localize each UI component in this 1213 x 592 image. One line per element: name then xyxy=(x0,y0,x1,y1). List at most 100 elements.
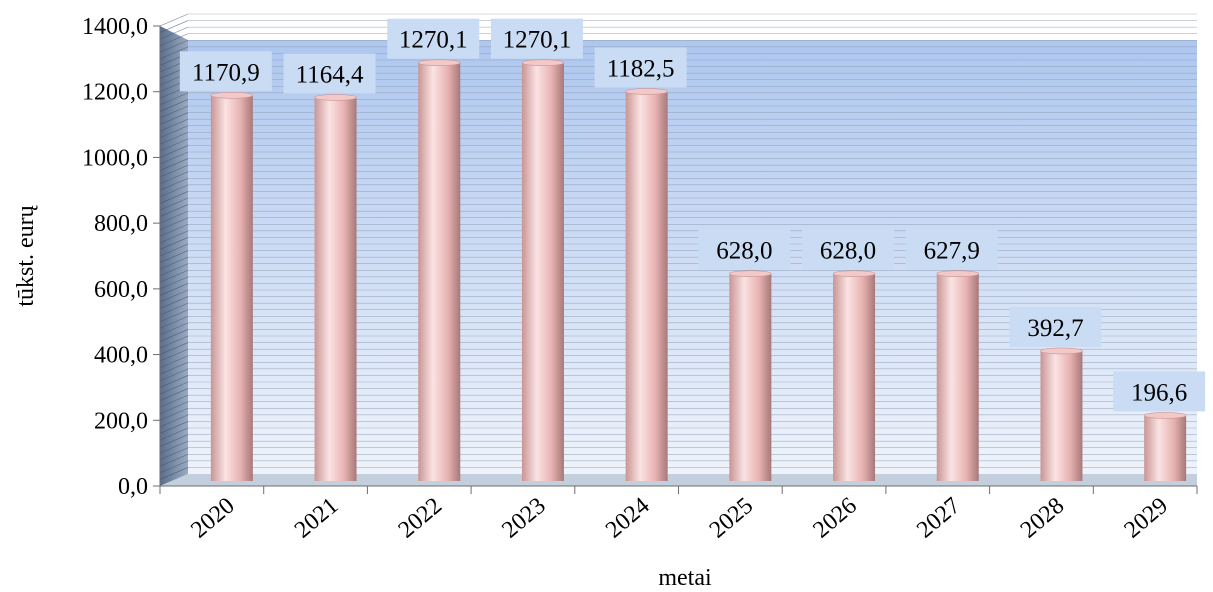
data-label-background xyxy=(283,53,376,94)
data-label: 627,9 xyxy=(905,229,998,270)
data-label: 1170,9 xyxy=(179,51,272,92)
x-tick-label: 2022 xyxy=(394,493,447,544)
x-axis-label: metai xyxy=(658,565,712,591)
x-axis-ticks: 2020 2021 2022 2023 2024 2025 2026 2027 2028 2029 xyxy=(159,486,1198,544)
bar-body xyxy=(625,91,668,481)
gridline-side xyxy=(159,302,189,316)
bar xyxy=(521,59,565,481)
gridline-side xyxy=(159,112,189,125)
gridline-side xyxy=(159,204,189,217)
data-label: 1270,1 xyxy=(387,18,480,59)
gridline-side xyxy=(159,355,189,368)
data-label-text: 392,7 xyxy=(1027,315,1083,342)
gridline-side xyxy=(159,362,189,375)
gridline-side xyxy=(159,408,189,421)
bar xyxy=(417,59,461,481)
y-axis-ticks: 0,0 200,0 400,0 600,0 800,0 1000,0 1200,0 1400,… xyxy=(82,14,160,500)
data-label: 1164,4 xyxy=(283,53,376,94)
gridline-side xyxy=(159,329,189,342)
gridline-side xyxy=(159,434,189,447)
gridline-side xyxy=(159,191,189,204)
gridline-side xyxy=(159,164,189,178)
data-label-background xyxy=(1009,306,1102,347)
data-label: 628,0 xyxy=(698,229,791,270)
bar-top xyxy=(729,270,772,277)
y-tick-label: 1200,0 xyxy=(82,80,148,106)
x-tick-label: 2029 xyxy=(1120,493,1173,544)
x-tick-label: 2028 xyxy=(1016,493,1069,544)
y-tick-label: 800,0 xyxy=(94,211,148,237)
data-label-background xyxy=(698,229,791,270)
y-tick-label: 200,0 xyxy=(94,408,148,434)
bar xyxy=(625,88,668,481)
data-label-text: 196,6 xyxy=(1131,379,1187,406)
bar xyxy=(832,270,876,481)
gridline-side xyxy=(159,401,189,414)
gridline-side xyxy=(159,454,189,467)
gridline-side xyxy=(159,46,189,60)
gridline-side xyxy=(159,105,189,119)
gridline-side xyxy=(159,13,189,27)
bar-top xyxy=(521,59,565,66)
gridline-side xyxy=(159,125,189,138)
gridline-side xyxy=(159,217,189,230)
bar-top xyxy=(936,270,980,277)
gridline-side xyxy=(159,447,189,460)
data-label-text: 627,9 xyxy=(924,238,980,265)
gridline-side xyxy=(159,427,189,441)
gridline-side xyxy=(159,92,189,106)
gridline-side xyxy=(159,467,189,480)
gridline-side xyxy=(159,138,189,152)
y-axis-label: tūkst. eurų xyxy=(13,204,39,306)
gridline-side xyxy=(159,263,189,276)
gridline-side xyxy=(159,414,189,428)
bar-body xyxy=(1040,350,1083,481)
gridline-side xyxy=(159,270,189,283)
y-tick-label: 600,0 xyxy=(94,277,148,303)
gridline-side xyxy=(159,276,189,290)
gridline-side xyxy=(159,132,189,145)
bar-body xyxy=(833,273,876,481)
gridline-side xyxy=(159,118,189,132)
data-label-background xyxy=(179,51,272,92)
gridline-side xyxy=(159,256,189,270)
gridline-side xyxy=(159,348,189,362)
gridline-side xyxy=(159,40,189,53)
bar xyxy=(729,270,772,481)
bar xyxy=(314,94,357,481)
bar-top xyxy=(1143,412,1187,419)
gridline-side xyxy=(159,184,189,198)
x-tick-label: 2027 xyxy=(912,493,965,544)
data-label-background xyxy=(387,18,480,59)
bar-top xyxy=(417,59,461,66)
data-label-background xyxy=(490,18,583,59)
x-tick-label: 2026 xyxy=(808,493,861,544)
data-label-text: 1182,5 xyxy=(607,55,675,82)
gridline-side xyxy=(159,250,189,263)
x-tick-label: 2024 xyxy=(601,493,654,544)
bar-top xyxy=(314,94,357,101)
gridline-side xyxy=(159,26,189,40)
data-label-text: 1170,9 xyxy=(192,59,260,86)
bar-body xyxy=(521,62,564,481)
gridline-side xyxy=(159,158,189,171)
bar-top xyxy=(832,270,876,277)
data-label: 392,7 xyxy=(1009,306,1102,347)
y-tick-label: 1400,0 xyxy=(82,14,148,40)
data-label: 1270,1 xyxy=(490,18,583,59)
side-wall xyxy=(160,26,188,486)
data-label-text: 628,0 xyxy=(820,238,876,265)
gridline-side xyxy=(159,296,189,309)
data-label-text: 628,0 xyxy=(716,238,772,265)
gridline-side xyxy=(159,335,189,349)
data-label-text: 1164,4 xyxy=(296,61,364,88)
gridline-side xyxy=(159,394,189,408)
data-label-background xyxy=(1113,371,1206,412)
x-tick-label: 2023 xyxy=(497,493,550,544)
gridline-side xyxy=(159,322,189,336)
gridline-side xyxy=(159,197,189,211)
gridline-side xyxy=(159,243,189,257)
bar xyxy=(936,270,980,481)
gridline-side xyxy=(159,151,189,165)
